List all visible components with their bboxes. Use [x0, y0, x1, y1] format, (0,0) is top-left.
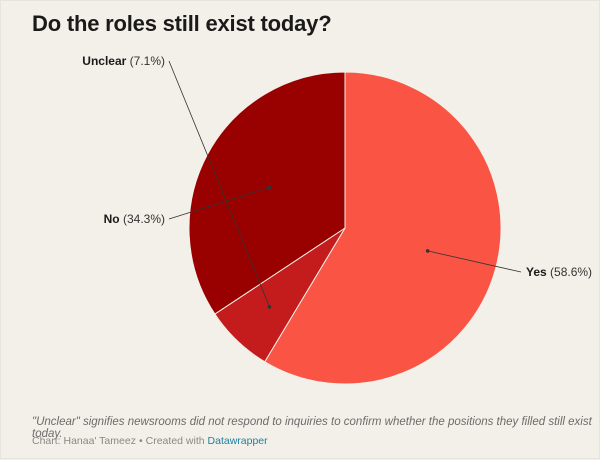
credit-author: Chart: Hanaa' Tameez — [32, 435, 136, 447]
slice-label-value: (58.6%) — [550, 265, 592, 279]
chart-credit: Chart: Hanaa' Tameez • Created with Datawr… — [32, 435, 268, 447]
chart-note: "Unclear" signifies newsrooms did not re… — [32, 416, 592, 440]
slice-label-unclear: Unclear (7.1%) — [82, 54, 165, 68]
leader-line-yes — [427, 250, 522, 273]
slice-label-value: (7.1%) — [130, 54, 165, 68]
credit-separator: • — [138, 435, 143, 447]
chart-title: Do the roles still exist today? — [32, 11, 332, 36]
leader-line-unclear — [168, 60, 270, 308]
pie-slice-yes[interactable] — [264, 71, 502, 385]
slice-label-yes: Yes (58.6%) — [526, 265, 592, 279]
pie-slice-no[interactable] — [188, 71, 346, 315]
pie-slices — [188, 71, 502, 385]
slice-label-name: Yes — [526, 265, 550, 279]
datawrapper-link[interactable]: Datawrapper — [207, 435, 268, 447]
slice-label-name: Unclear — [82, 54, 129, 68]
leader-dot-yes — [425, 249, 430, 253]
credit-created-with: Created with — [145, 435, 205, 447]
slice-label-value: (34.3%) — [123, 212, 165, 226]
slice-label-name: No — [104, 212, 123, 226]
leader-line-no — [168, 187, 270, 220]
leader-dot-no — [267, 185, 272, 190]
leader-dot-unclear — [267, 305, 272, 309]
slice-label-no: No (34.3%) — [104, 212, 165, 226]
pie-labels: Yes (58.6%) Unclear (7.1%) No (34.3%) — [82, 54, 592, 309]
